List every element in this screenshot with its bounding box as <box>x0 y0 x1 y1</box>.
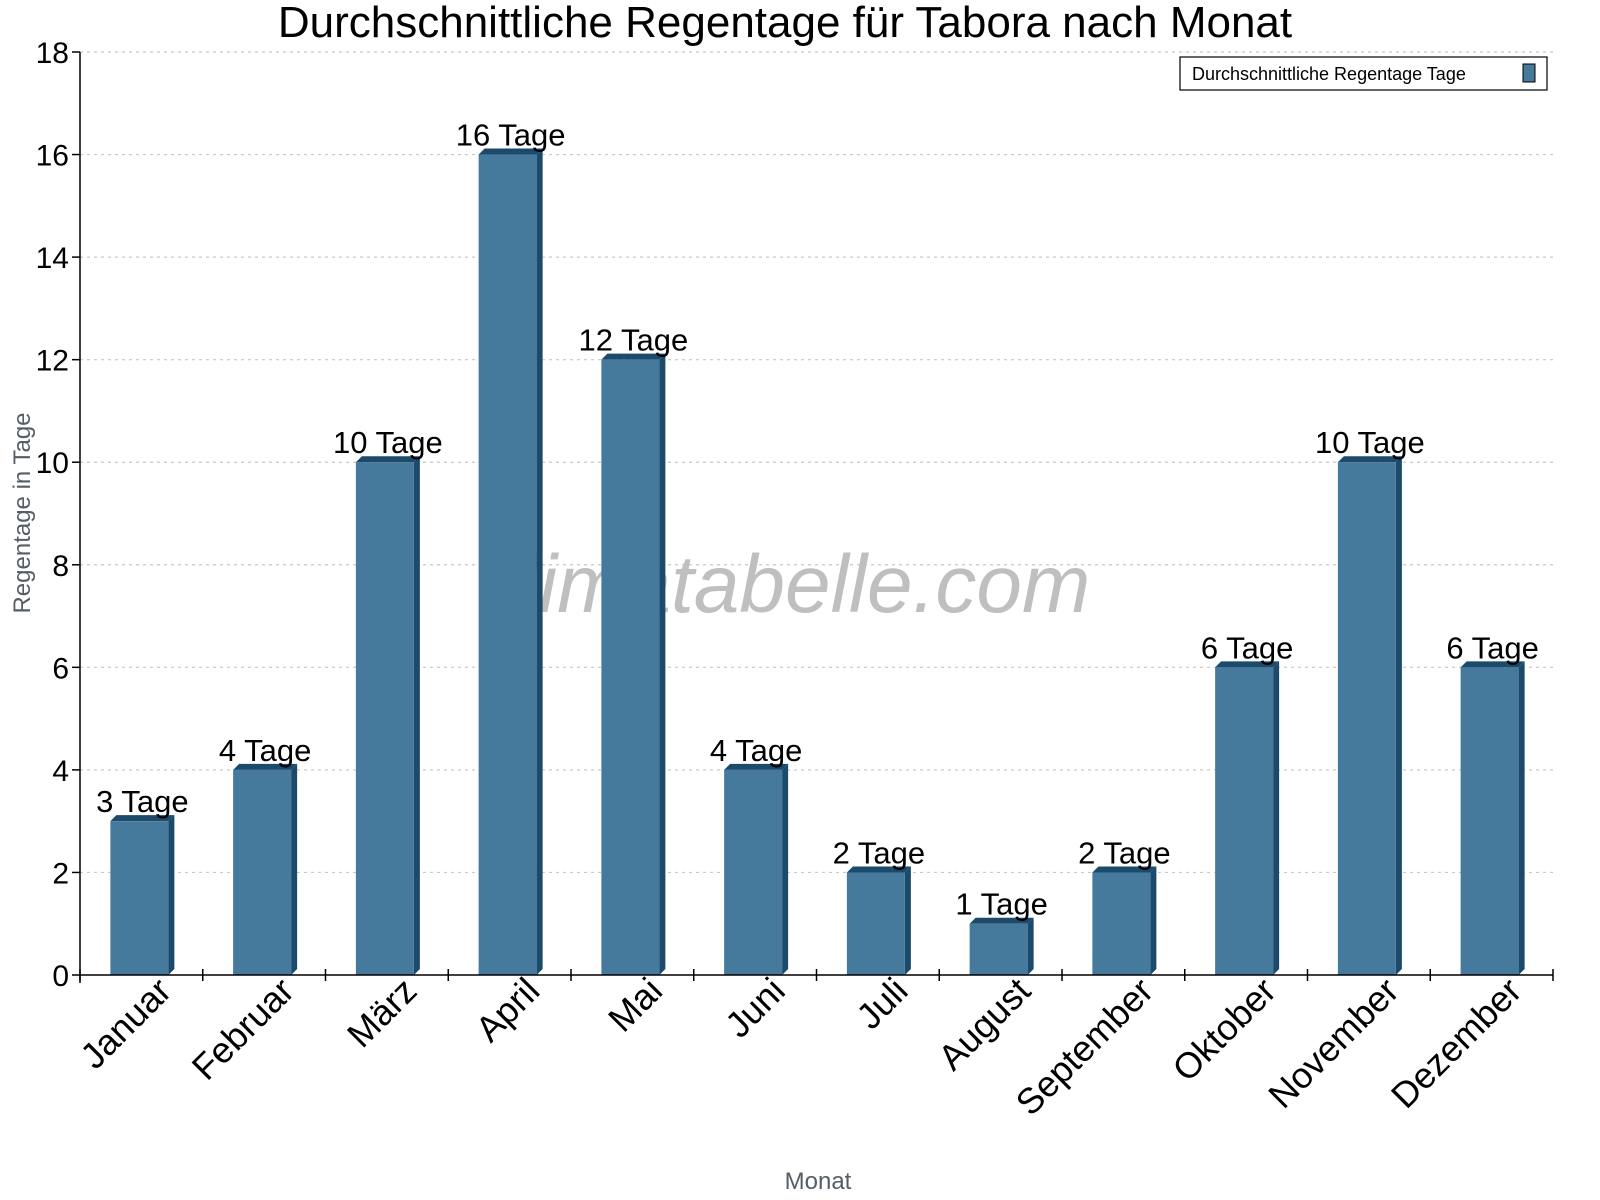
bars: 3 Tage 4 Tage 10 Tage 16 Tage 12 Tage 4 Tage 2… <box>96 118 1539 976</box>
legend-box <box>1179 56 1548 91</box>
x-tick-label: Februar <box>184 970 302 1088</box>
bar-august: 1 Tage <box>955 887 1048 975</box>
bar-märz: 10 Tage <box>333 425 443 975</box>
x-tick-label: Januar <box>72 970 179 1077</box>
y-tick-label: 2 <box>52 857 69 890</box>
chart-title: Durchschnittliche Regentage für Tabora n… <box>278 0 1292 47</box>
legend-swatch-icon <box>1522 63 1536 83</box>
bar-januar: 3 Tage <box>96 784 189 975</box>
y-tick-label: 6 <box>52 652 69 685</box>
data-label: 10 Tage <box>333 425 443 460</box>
y-tick-label: 4 <box>52 755 69 788</box>
data-label: 3 Tage <box>96 784 189 819</box>
legend: Durchschnittliche Regentage Tage <box>1179 56 1548 91</box>
y-tick-label: 12 <box>36 345 69 378</box>
x-tick-label: März <box>339 970 425 1056</box>
data-label: 4 Tage <box>219 733 312 768</box>
x-tick-label: Mai <box>600 970 670 1040</box>
bar-november: 10 Tage <box>1315 425 1425 975</box>
gridlines <box>80 51 1553 874</box>
bar-oktober: 6 Tage <box>1201 630 1294 975</box>
bar-dezember: 6 Tage <box>1446 630 1539 975</box>
y-tick-label: 10 <box>36 447 69 480</box>
bar-mai: 12 Tage <box>578 323 688 976</box>
data-label: 4 Tage <box>710 733 803 768</box>
legend-label: Durchschnittliche Regentage Tage <box>1192 64 1466 84</box>
data-label: 6 Tage <box>1446 630 1539 665</box>
x-tick-label: November <box>1260 970 1406 1116</box>
watermark: klimatabelle.com <box>480 539 1091 630</box>
y-tick-label: 14 <box>36 242 69 275</box>
x-axis-title: Monat <box>785 1168 852 1195</box>
data-label: 2 Tage <box>1078 835 1171 870</box>
data-label: 12 Tage <box>578 323 688 358</box>
y-tick-label: 16 <box>36 140 69 173</box>
x-tick-label: April <box>467 970 547 1050</box>
bar-september: 2 Tage <box>1078 835 1171 975</box>
data-label: 16 Tage <box>456 118 566 153</box>
bar-april: 16 Tage <box>456 118 566 976</box>
data-label: 6 Tage <box>1201 630 1294 665</box>
data-label: 10 Tage <box>1315 425 1425 460</box>
y-tick-label: 8 <box>52 550 69 583</box>
x-tick-label: Juni <box>717 970 793 1046</box>
bar-februar: 4 Tage <box>219 733 312 975</box>
x-tick-label: Juli <box>848 970 915 1037</box>
data-label: 1 Tage <box>955 887 1048 922</box>
data-label: 2 Tage <box>833 835 926 870</box>
y-tick-label: 0 <box>52 960 69 993</box>
x-tick-label: Dezember <box>1383 970 1529 1116</box>
x-tick-label: August <box>930 970 1038 1078</box>
x-tick-label: Oktober <box>1164 970 1284 1090</box>
y-tick-label: 18 <box>36 37 69 70</box>
y-axis-title: Regentage in Tage <box>9 412 36 613</box>
bar-juni: 4 Tage <box>710 733 803 975</box>
bar-juli: 2 Tage <box>833 835 926 975</box>
